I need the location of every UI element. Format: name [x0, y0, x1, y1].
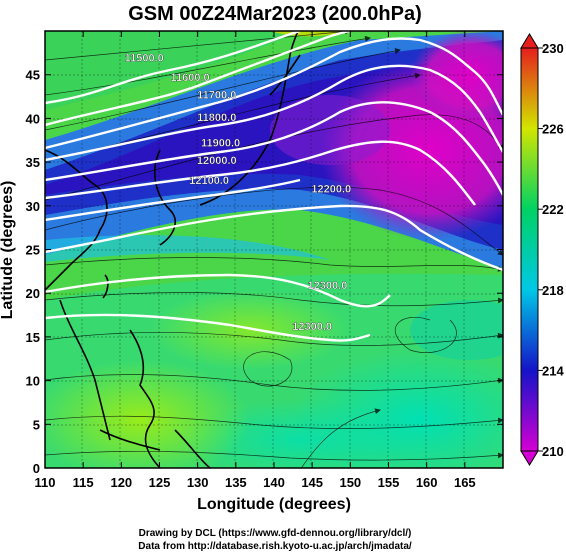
y-axis: 0 5 10 15 20 25 30 35 40 45 — [26, 68, 503, 476]
contour-11600 — [45, 31, 351, 127]
y-tick-label: 15 — [26, 330, 40, 345]
contour-12100 — [45, 178, 301, 222]
y-tick-label: 45 — [26, 68, 40, 83]
x-tick-label: 135 — [225, 475, 247, 490]
colorbar-top-triangle — [520, 33, 539, 49]
colorbar-gradient — [520, 47, 539, 452]
footer-line2: Data from http://database.rish.kyoto-u.a… — [138, 541, 412, 552]
coastlines — [45, 31, 301, 468]
y-tick-label: 5 — [33, 417, 40, 432]
x-tick-label: 130 — [187, 475, 209, 490]
colorbar-tick-label: 230 — [542, 41, 564, 56]
contour-11500 — [45, 31, 301, 105]
x-tick-label: 125 — [149, 475, 171, 490]
y-tick-label: 30 — [26, 199, 40, 214]
contour-label-12300: 12300.0 — [292, 321, 332, 333]
x-tick-label: 160 — [416, 475, 438, 490]
contour-label-12200: 12200.0 — [311, 184, 351, 196]
colorbar-tick-label: 218 — [542, 283, 564, 298]
x-tick-label: 110 — [35, 475, 56, 490]
contour-11700 — [45, 37, 503, 150]
plot-area — [45, 31, 503, 468]
y-tick-label: 10 — [26, 374, 40, 389]
colorbar-tick-label: 210 — [542, 444, 564, 459]
lat-lon-grid — [45, 31, 503, 468]
y-tick-label: 20 — [26, 286, 40, 301]
height-contours — [45, 31, 503, 342]
contour-label-12100: 12100.0 — [189, 175, 229, 187]
chart-title: GSM 00Z24Mar2023 (200.0hPa) — [128, 3, 422, 25]
y-tick-label: 40 — [26, 111, 40, 126]
x-axis-label: Longitude (degrees) — [197, 496, 351, 513]
contour-label-11500: 11500.0 — [125, 53, 164, 65]
contour-label-11800: 11800.0 — [197, 112, 236, 124]
y-tick-label: 0 — [33, 461, 40, 476]
colorbar-ticks: 210 214 218 222 226 230 — [538, 41, 564, 459]
y-tick-label: 35 — [26, 155, 40, 170]
contour-12300-north — [45, 273, 391, 308]
contour-label-12000: 12000.0 — [197, 155, 237, 167]
colorbar-tick-label: 214 — [542, 363, 564, 378]
footer-line1: Drawing by DCL (https://www.gfd-dennou.o… — [139, 528, 412, 539]
x-tick-label: 115 — [73, 475, 94, 490]
contour-12200 — [45, 204, 503, 272]
x-tick-label: 155 — [378, 475, 400, 490]
x-tick-label: 145 — [301, 475, 323, 490]
x-tick-label: 120 — [110, 475, 132, 490]
wind-streamlines — [45, 31, 503, 468]
colorbar-bottom-triangle — [520, 450, 539, 466]
contour-11900 — [45, 101, 503, 196]
contour-12000 — [45, 140, 476, 206]
y-tick-label: 25 — [26, 243, 40, 258]
contour-11800 — [45, 64, 503, 162]
contour-label-11900: 11900.0 — [201, 137, 240, 149]
x-tick-label: 150 — [339, 475, 361, 490]
x-tick-label: 165 — [454, 475, 476, 490]
contour-labels: 11500.0 11600.0 11700.0 11800.0 11900.0 12000… — [125, 52, 352, 333]
y-axis-label: Latitude (degrees) — [0, 181, 16, 320]
colorbar-tick-label: 222 — [542, 202, 564, 217]
colorbar-tick-label: 226 — [542, 122, 564, 137]
x-axis: 110 115 120 125 130 135 140 145 150 155 160 165 — [35, 31, 476, 490]
colorbar: 210 214 218 222 226 230 — [520, 33, 564, 466]
contour-label-11700: 11700.0 — [197, 89, 236, 101]
x-tick-label: 140 — [263, 475, 285, 490]
contour-label-12300: 12300.0 — [308, 280, 348, 292]
contour-label-11600: 11600.0 — [170, 72, 209, 84]
contour-12300-south — [45, 313, 371, 342]
shading-layer — [45, 31, 503, 468]
